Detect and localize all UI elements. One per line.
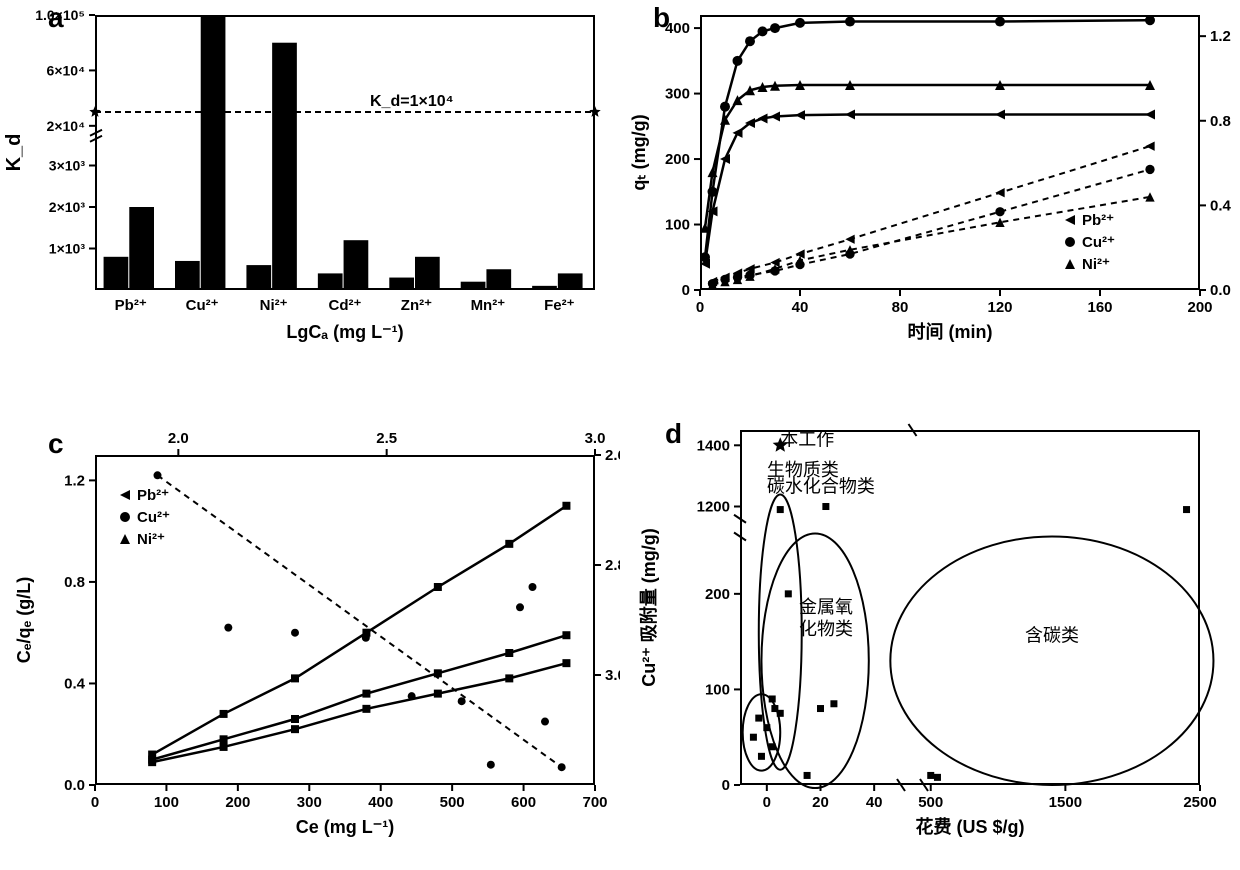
svg-text:2.0: 2.0 <box>168 430 189 447</box>
svg-text:Cu²⁺: Cu²⁺ <box>137 509 170 526</box>
svg-text:Cu²⁺ 吸附量 (mg/g): Cu²⁺ 吸附量 (mg/g) <box>638 528 659 686</box>
svg-text:0.4: 0.4 <box>64 675 86 692</box>
svg-text:120: 120 <box>987 299 1012 316</box>
svg-text:Cₑ/qₑ (g/L): Cₑ/qₑ (g/L) <box>14 577 34 664</box>
svg-text:80: 80 <box>892 299 909 316</box>
svg-text:300: 300 <box>297 794 322 811</box>
svg-text:0.0: 0.0 <box>64 777 85 794</box>
svg-text:K_d=1×10⁴: K_d=1×10⁴ <box>370 93 454 110</box>
svg-text:花费 (US $/g): 花费 (US $/g) <box>915 816 1024 837</box>
svg-text:Cu²⁺: Cu²⁺ <box>186 297 219 314</box>
svg-text:1400: 1400 <box>697 437 730 454</box>
svg-text:500: 500 <box>918 794 943 811</box>
svg-text:2.5: 2.5 <box>376 430 397 447</box>
svg-text:金属氧: 金属氧 <box>799 597 853 617</box>
svg-text:1200: 1200 <box>697 499 730 516</box>
svg-text:含碳类: 含碳类 <box>1025 626 1079 646</box>
svg-text:0.8: 0.8 <box>1210 113 1231 130</box>
svg-text:1500: 1500 <box>1049 794 1082 811</box>
svg-text:200: 200 <box>225 794 250 811</box>
svg-text:0.0: 0.0 <box>1210 282 1231 299</box>
svg-text:1×10³: 1×10³ <box>49 241 86 257</box>
svg-text:600: 600 <box>511 794 536 811</box>
svg-text:0.8: 0.8 <box>64 574 85 591</box>
svg-text:qₜ (mg/g): qₜ (mg/g) <box>629 114 649 190</box>
svg-text:Cu²⁺: Cu²⁺ <box>1082 234 1115 251</box>
svg-text:Zn²⁺: Zn²⁺ <box>401 297 432 314</box>
svg-text:160: 160 <box>1087 299 1112 316</box>
svg-text:2×10⁴: 2×10⁴ <box>47 118 86 134</box>
svg-text:3×10³: 3×10³ <box>49 158 86 174</box>
svg-text:300: 300 <box>665 86 690 103</box>
svg-text:0: 0 <box>682 282 690 299</box>
svg-text:化物类: 化物类 <box>799 619 853 639</box>
chart-c: 0 100 200 300 400 500 600 700 2.0 2.5 3.0 0.0 0.4 0.8… <box>0 410 620 870</box>
svg-text:0: 0 <box>91 794 99 811</box>
svg-text:0: 0 <box>696 299 704 316</box>
svg-text:100: 100 <box>154 794 179 811</box>
chart-d: 0204050015002500010020012001400本工作生物质类碳水… <box>620 410 1240 870</box>
svg-text:100: 100 <box>665 217 690 234</box>
svg-text:1.0×10⁵: 1.0×10⁵ <box>35 7 85 23</box>
svg-text:3.0: 3.0 <box>605 667 620 684</box>
svg-text:Mn²⁺: Mn²⁺ <box>471 297 506 314</box>
svg-text:Ce (mg L⁻¹): Ce (mg L⁻¹) <box>296 817 395 837</box>
svg-text:本工作: 本工作 <box>780 429 834 449</box>
svg-text:200: 200 <box>665 151 690 168</box>
svg-text:200: 200 <box>1187 299 1212 316</box>
svg-text:Pb²⁺: Pb²⁺ <box>1082 212 1114 229</box>
svg-text:500: 500 <box>440 794 465 811</box>
svg-text:Cd²⁺: Cd²⁺ <box>329 297 362 314</box>
chart-a: 1×10³ 2×10³ 3×10³ 2×10⁴ 6×10⁴ 1.0×10⁵ Pb²⁺ Cu²⁺… <box>0 0 620 360</box>
svg-text:100: 100 <box>705 681 730 698</box>
svg-text:Pb²⁺: Pb²⁺ <box>137 487 169 504</box>
svg-text:2500: 2500 <box>1183 794 1216 811</box>
svg-text:1.2: 1.2 <box>1210 28 1231 45</box>
svg-text:0.4: 0.4 <box>1210 197 1232 214</box>
svg-text:Ni²⁺: Ni²⁺ <box>1082 256 1110 273</box>
svg-text:0: 0 <box>763 794 771 811</box>
svg-text:Ni²⁺: Ni²⁺ <box>260 297 288 314</box>
chart-b: 0 40 80 120 160 200 0 100 200 300 400 0.0 0.4 0.8 1.2 P… <box>620 0 1240 380</box>
svg-text:40: 40 <box>792 299 809 316</box>
svg-text:700: 700 <box>582 794 607 811</box>
svg-text:Ni²⁺: Ni²⁺ <box>137 531 165 548</box>
svg-text:K_d: K_d <box>3 134 25 172</box>
svg-text:碳水化合物类: 碳水化合物类 <box>767 477 875 497</box>
svg-text:0: 0 <box>722 777 730 794</box>
svg-text:2.8: 2.8 <box>605 557 620 574</box>
svg-text:LgCₐ (mg L⁻¹): LgCₐ (mg L⁻¹) <box>286 322 403 342</box>
svg-text:1.2: 1.2 <box>64 472 85 489</box>
svg-text:200: 200 <box>705 586 730 603</box>
svg-text:6×10⁴: 6×10⁴ <box>47 62 86 78</box>
svg-text:40: 40 <box>866 794 883 811</box>
svg-text:2.6: 2.6 <box>605 447 620 464</box>
svg-text:400: 400 <box>665 20 690 37</box>
svg-text:2×10³: 2×10³ <box>49 199 86 215</box>
svg-text:400: 400 <box>368 794 393 811</box>
svg-text:时间 (min): 时间 (min) <box>908 322 993 342</box>
svg-text:Fe²⁺: Fe²⁺ <box>544 297 575 314</box>
svg-text:3.0: 3.0 <box>585 430 606 447</box>
svg-text:Pb²⁺: Pb²⁺ <box>115 297 147 314</box>
svg-text:20: 20 <box>812 794 829 811</box>
